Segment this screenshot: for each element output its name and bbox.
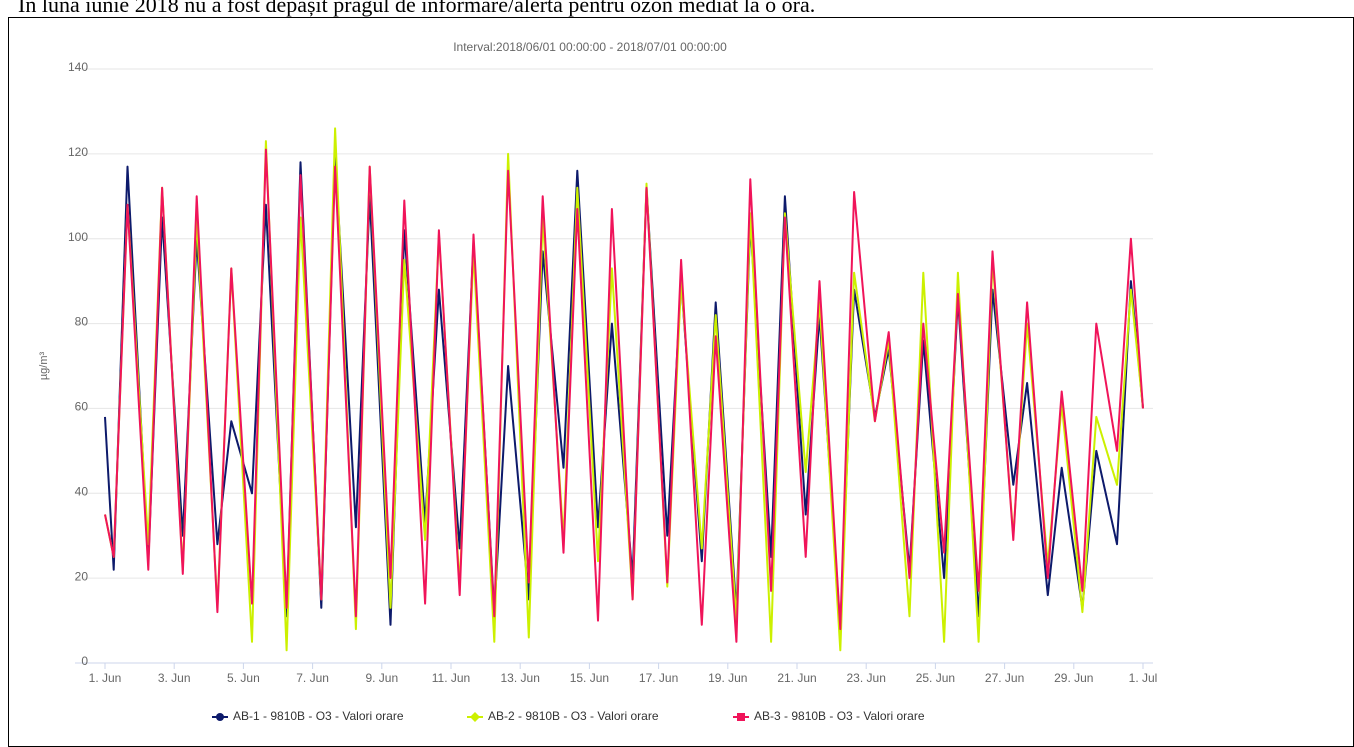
legend-marker <box>737 713 745 721</box>
x-tick-label: 1. Jun <box>89 671 122 685</box>
legend-item: AB-2 - 9810B - O3 - Valori orare <box>467 709 659 723</box>
x-tick-label: 19. Jun <box>708 671 747 685</box>
y-tick-label: 100 <box>68 230 88 244</box>
x-tick-label: 21. Jun <box>777 671 816 685</box>
legend-marker <box>470 712 480 722</box>
chart-title: Interval:2018/06/01 00:00:00 - 2018/07/0… <box>453 40 727 54</box>
legend-item: AB-1 - 9810B - O3 - Valori orare <box>212 709 404 723</box>
x-tick-label: 15. Jun <box>570 671 609 685</box>
y-tick-label: 140 <box>68 60 88 74</box>
x-tick-label: 25. Jun <box>916 671 955 685</box>
y-axis-label: µg/m³ <box>38 351 50 380</box>
legend-item: AB-3 - 9810B - O3 - Valori orare <box>733 709 925 723</box>
y-tick-label: 20 <box>75 569 89 583</box>
y-tick-label: 40 <box>75 484 89 498</box>
x-tick-label: 23. Jun <box>847 671 886 685</box>
x-tick-label: 27. Jun <box>985 671 1024 685</box>
x-tick-label: 3. Jun <box>158 671 191 685</box>
x-tick-label: 9. Jun <box>365 671 398 685</box>
legend-label: AB-2 - 9810B - O3 - Valori orare <box>488 709 659 723</box>
x-tick-label: 29. Jun <box>1054 671 1093 685</box>
y-tick-label: 80 <box>75 315 89 329</box>
legend-label: AB-1 - 9810B - O3 - Valori orare <box>233 709 404 723</box>
legend-marker <box>216 713 224 721</box>
x-tick-label: 17. Jun <box>639 671 678 685</box>
note-text: În luna iunie 2018 nu a fost depășit pra… <box>18 0 816 17</box>
y-tick-label: 120 <box>68 145 88 159</box>
x-tick-label: 7. Jun <box>296 671 329 685</box>
series-line <box>104 148 1144 643</box>
legend-label: AB-3 - 9810B - O3 - Valori orare <box>754 709 925 723</box>
y-tick-label: 0 <box>81 654 88 668</box>
y-tick-label: 60 <box>75 400 89 414</box>
x-tick-label: 1. Jul <box>1129 671 1158 685</box>
x-tick-label: 11. Jun <box>432 671 470 685</box>
x-tick-label: 5. Jun <box>227 671 260 685</box>
x-tick-label: 13. Jun <box>501 671 540 685</box>
